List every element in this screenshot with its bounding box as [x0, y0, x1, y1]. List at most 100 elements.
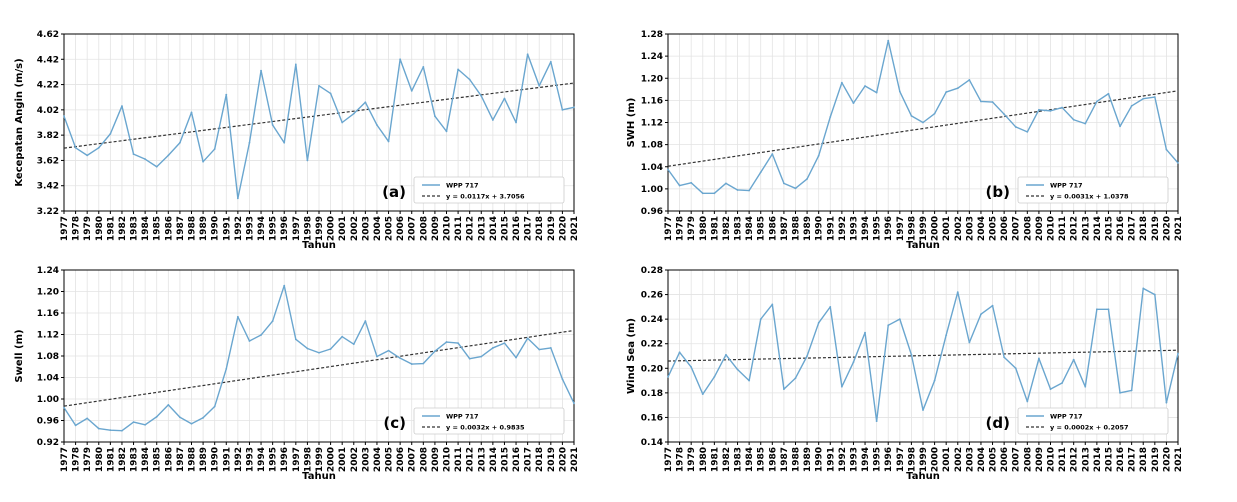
- data-point: [538, 348, 541, 351]
- data-point: [736, 368, 739, 371]
- data-point: [980, 100, 982, 103]
- data-point: [1084, 385, 1087, 388]
- data-point: [410, 363, 413, 365]
- x-tick-label: 1996: [280, 216, 290, 241]
- data-point: [179, 141, 181, 144]
- x-tick-label: 2007: [1012, 447, 1022, 472]
- x-tick-label: 2012: [466, 447, 476, 472]
- x-tick-label: 2005: [989, 216, 999, 241]
- x-tick-label: 1984: [745, 447, 755, 472]
- data-point: [1038, 108, 1040, 111]
- data-point: [480, 355, 483, 358]
- x-tick-label: 2003: [965, 216, 975, 241]
- data-point: [759, 171, 762, 174]
- data-point: [725, 353, 727, 356]
- x-tick-label: 2015: [1104, 216, 1114, 241]
- x-tick-label: 2016: [512, 216, 522, 241]
- legend-label-series: WPP 717: [446, 182, 479, 190]
- x-tick-label: 1988: [792, 447, 802, 472]
- x-tick-label: 1978: [676, 447, 686, 472]
- x-tick-label: 2001: [338, 216, 348, 241]
- x-tick-label: 2001: [338, 447, 348, 472]
- x-tick-label: 2020: [558, 447, 568, 472]
- data-point: [840, 385, 843, 388]
- x-tick-label: 1984: [141, 216, 151, 241]
- data-point: [1095, 100, 1098, 103]
- data-point: [864, 85, 866, 87]
- data-point: [1130, 105, 1133, 107]
- x-tick-label: 2016: [1116, 216, 1126, 241]
- y-tick-label: 1.20: [37, 288, 59, 298]
- data-point: [933, 112, 936, 115]
- x-tick-label: 2004: [977, 216, 987, 241]
- y-tick-label: 1.16: [37, 309, 59, 319]
- data-point: [480, 95, 483, 97]
- data-point: [991, 101, 994, 103]
- data-point: [713, 192, 716, 195]
- data-point: [690, 366, 693, 368]
- panel-label: (c): [383, 414, 406, 432]
- x-tick-label: 2020: [558, 216, 568, 241]
- chart-panel-2: 0.96 1.00 1.04 1.08 1.12 1.16 1.20 1.24 1.28 1977…: [626, 30, 1184, 251]
- x-tick-label: 1984: [141, 447, 151, 472]
- x-tick-label: 2001: [942, 216, 952, 241]
- data-point: [1165, 148, 1168, 151]
- data-point: [1049, 388, 1052, 391]
- x-tick-label: 1996: [884, 216, 894, 241]
- data-point: [503, 97, 506, 100]
- chart-panel-1: 3.22 3.42 3.62 3.82 4.02 4.22 4.42 4.62 1977 1978…: [14, 30, 580, 251]
- data-point: [956, 87, 959, 90]
- data-point: [503, 342, 506, 344]
- data-point: [690, 181, 693, 184]
- x-tick-label: 2006: [396, 216, 406, 241]
- data-point: [968, 341, 971, 344]
- x-tick-label: 1980: [95, 216, 105, 241]
- y-tick-label: 1.20: [641, 74, 663, 84]
- data-point: [445, 341, 448, 343]
- data-point: [121, 429, 123, 432]
- data-point: [945, 334, 948, 337]
- x-tick-label: 2007: [1012, 216, 1022, 241]
- data-point: [294, 338, 297, 341]
- x-tick-label: 1979: [687, 216, 697, 241]
- legend-box: [413, 176, 565, 204]
- data-point: [74, 424, 77, 427]
- legend-label-series: WPP 717: [446, 413, 479, 421]
- trend-line: [667, 90, 1179, 167]
- data-point: [759, 318, 762, 321]
- x-tick-label: 2006: [396, 447, 406, 472]
- x-tick-label: 1992: [838, 216, 848, 241]
- legend-label-trend: y = 0.0002x + 0.2057: [1050, 424, 1129, 432]
- x-tick-label: 2018: [1139, 447, 1149, 472]
- data-point: [248, 141, 251, 144]
- x-tick-label: 2013: [477, 447, 487, 472]
- data-point: [457, 68, 459, 71]
- chart-panel-3: 0.92 0.96 1.00 1.04 1.08 1.12 1.16 1.20 1.24 1977…: [14, 266, 580, 482]
- x-tick-label: 1987: [780, 447, 790, 472]
- x-tick-label: 1986: [768, 447, 778, 472]
- data-point: [387, 349, 390, 352]
- data-point: [97, 146, 100, 149]
- trend-line: [63, 329, 575, 407]
- data-point: [318, 84, 320, 87]
- data-point: [1130, 389, 1133, 392]
- data-point: [422, 362, 425, 365]
- data-point: [783, 182, 785, 185]
- x-tick-label: 1977: [664, 216, 674, 241]
- x-tick-label: 1982: [118, 447, 128, 472]
- x-tick-label: 1995: [873, 216, 883, 241]
- data-point: [468, 78, 471, 81]
- x-tick-label: 1989: [803, 216, 813, 241]
- y-tick-label: 1.04: [641, 163, 663, 173]
- x-tick-label: 2004: [373, 216, 383, 241]
- x-tick-label: 1988: [792, 216, 802, 241]
- x-tick-label: 1978: [72, 216, 82, 241]
- data-point: [86, 154, 89, 157]
- x-tick-label: 2010: [1047, 216, 1057, 241]
- x-tick-label: 2014: [489, 447, 499, 472]
- x-tick-label: 1981: [710, 447, 720, 472]
- data-point: [376, 124, 378, 126]
- y-tick-label: 3.22: [37, 207, 59, 217]
- data-point: [179, 416, 181, 419]
- data-point: [561, 378, 564, 381]
